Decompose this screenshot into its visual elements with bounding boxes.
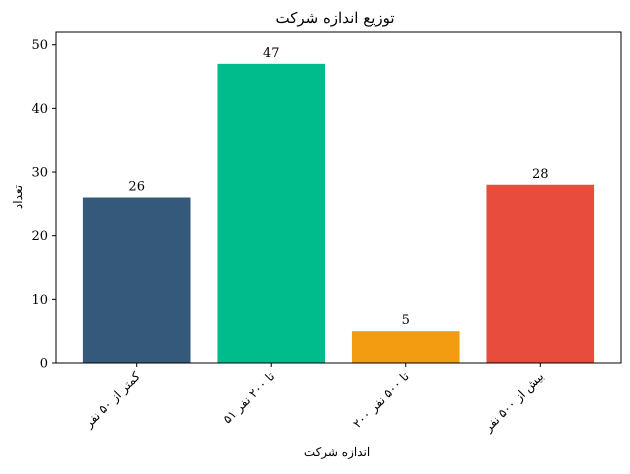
bar-value-label-2: 47 [263, 46, 280, 61]
y-tick-label-4: 40 [31, 102, 48, 117]
x-tick-label-2: ۵۱ تا ۲۰۰ نفر [220, 369, 277, 426]
bar-2 [217, 63, 326, 363]
x-tick-label-4: بیش از ۵۰۰ نفر [480, 369, 546, 435]
x-tick-label-1: کمتر از ۵۰ نفر [81, 369, 143, 431]
y-tick-label-1: 10 [31, 293, 48, 308]
y-tick-label-5: 50 [31, 38, 48, 53]
axes-frame [55, 31, 622, 364]
x-axis-label: اندازه شرکت [304, 445, 370, 459]
bar-value-label-1: 26 [128, 180, 145, 195]
y-axis-label: تعداد [11, 185, 25, 209]
x-tick-label-3: ۲۰۰ تا ۵۰۰ نفر [350, 369, 412, 431]
bar-value-label-4: 28 [532, 167, 549, 182]
y-tick-label-2: 20 [31, 229, 48, 244]
chart-title: توزیع اندازه شرکت [275, 9, 394, 27]
bar-3 [351, 331, 460, 363]
y-tick-label-0: 0 [40, 357, 48, 372]
plot-area: 26 47 5 28 0 10 20 30 40 50 کمتر از ۵۰ نفر ۵۱ تا ۲۰… [31, 31, 622, 435]
bar-4 [486, 184, 595, 363]
bar-1 [82, 197, 191, 363]
y-tick-label-3: 30 [31, 166, 48, 181]
bar-value-label-3: 5 [402, 313, 410, 328]
